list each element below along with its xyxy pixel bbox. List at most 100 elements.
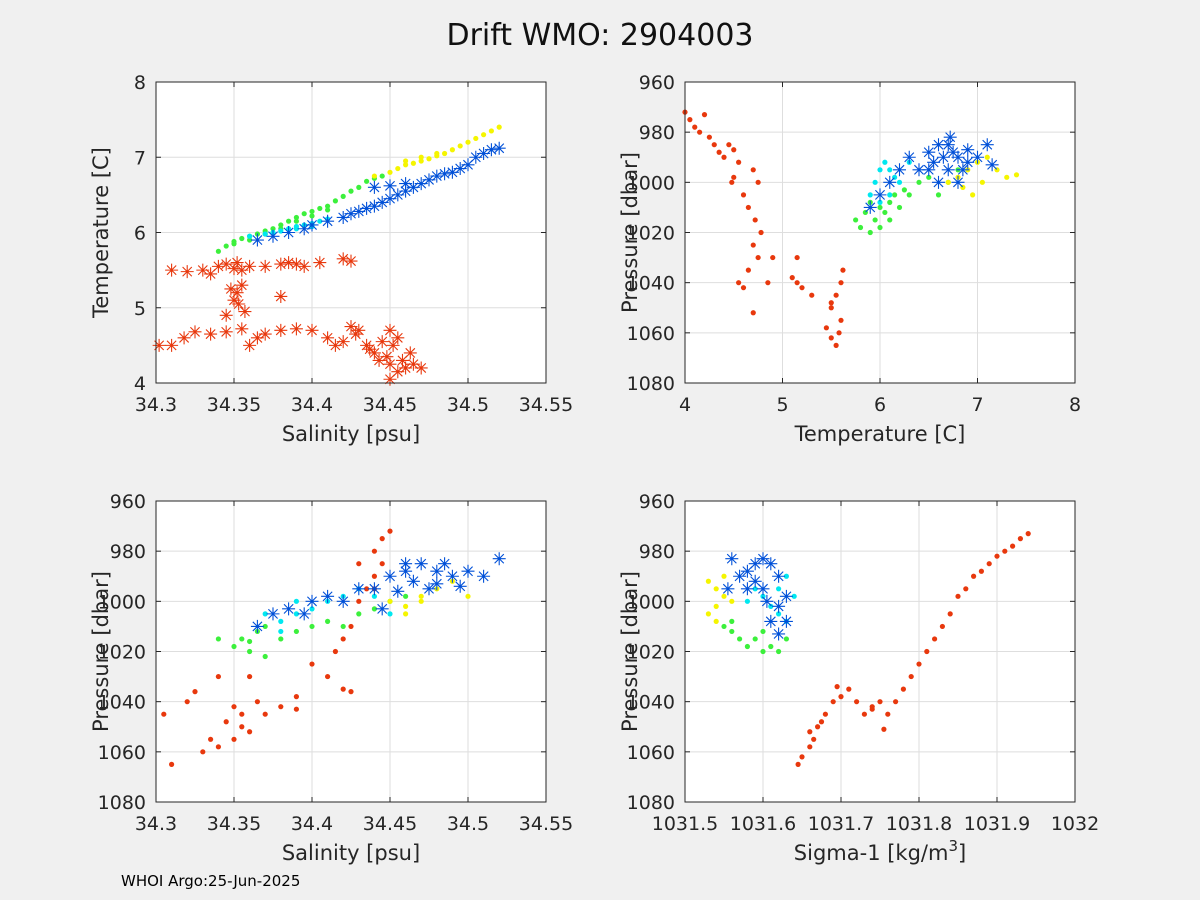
data-point (947, 611, 953, 617)
series-2 (215, 593, 409, 660)
data-point (383, 357, 397, 371)
figure-title: Drift WMO: 2904003 (446, 18, 754, 53)
data-point (418, 154, 424, 160)
data-point (1010, 543, 1016, 549)
data-point (332, 198, 338, 204)
data-point (247, 233, 253, 239)
data-point (336, 210, 350, 224)
data-point (461, 158, 475, 172)
data-point (293, 694, 299, 700)
data-point (481, 132, 487, 138)
x-tick-label: 1031.8 (886, 813, 952, 835)
data-point (219, 257, 233, 271)
data-point (776, 586, 782, 592)
data-point (235, 278, 249, 292)
data-point (348, 689, 354, 695)
series-3 (867, 159, 912, 205)
x-tick-label: 34.45 (363, 813, 417, 835)
x-tick-label: 1031.5 (652, 813, 718, 835)
data-point (266, 607, 280, 621)
data-point (811, 736, 817, 742)
data-point (313, 256, 327, 270)
data-point (235, 263, 249, 277)
data-point (293, 628, 299, 635)
series-1 (795, 531, 1031, 767)
data-point (340, 623, 346, 630)
data-point (927, 155, 941, 169)
y-tick-label: 1080 (627, 792, 675, 814)
data-point (356, 598, 362, 604)
data-point (223, 719, 229, 725)
data-point (414, 361, 428, 375)
data-point (352, 204, 366, 218)
data-point (364, 178, 370, 184)
data-point (379, 173, 385, 179)
data-point (772, 599, 786, 613)
data-point (445, 569, 459, 583)
data-point (293, 611, 299, 617)
x-tick-label: 34.3 (135, 813, 177, 835)
data-point (756, 582, 770, 596)
x-tick-label: 34.35 (207, 813, 261, 835)
data-point (906, 192, 912, 198)
data-point (414, 177, 428, 191)
data-point (760, 594, 774, 608)
series-5 (250, 552, 506, 633)
data-point (387, 611, 393, 617)
data-point (227, 293, 241, 307)
data-point (900, 686, 907, 692)
data-point (453, 162, 467, 176)
y-tick-label: 1040 (627, 273, 675, 295)
y-tick-label: 1040 (627, 692, 675, 714)
x-tick-label: 7 (971, 394, 983, 416)
data-point (943, 130, 957, 144)
x-axis-label: Sigma-1 [kg/m3] (794, 837, 966, 865)
data-point (309, 623, 315, 630)
x-tick-label: 1031.7 (808, 813, 874, 835)
data-point (418, 593, 424, 599)
data-point (783, 573, 790, 579)
data-point (258, 259, 272, 273)
data-point (379, 536, 385, 542)
data-point (916, 661, 922, 667)
data-point (833, 342, 839, 348)
data-point (1002, 548, 1008, 554)
data-point (922, 145, 936, 159)
data-point (278, 636, 284, 642)
data-point (893, 163, 906, 177)
data-point (180, 265, 194, 279)
data-point (297, 222, 311, 236)
data-point (477, 569, 491, 583)
data-point (737, 636, 743, 642)
data-point (896, 204, 903, 211)
data-point (367, 346, 381, 360)
data-point (371, 593, 377, 599)
data-point (758, 229, 764, 236)
data-point (238, 305, 252, 319)
data-point (278, 228, 284, 234)
data-point (791, 593, 797, 599)
data-point (716, 149, 722, 155)
series-1 (682, 109, 846, 348)
x-axis-label-end: ] (958, 841, 966, 865)
data-point (836, 330, 842, 336)
data-point (687, 117, 693, 123)
y-axis-label: Pressure [dbar] (618, 571, 642, 732)
data-point (936, 150, 950, 164)
data-point (391, 331, 405, 345)
data-point (939, 623, 946, 630)
data-point (321, 589, 335, 603)
data-point (379, 561, 385, 567)
data-point (885, 711, 891, 717)
data-point (372, 353, 386, 367)
data-point (297, 259, 311, 273)
data-point (932, 636, 938, 642)
data-point (282, 602, 296, 616)
data-point (951, 150, 965, 164)
data-point (861, 711, 868, 717)
data-point (321, 214, 335, 228)
data-point (360, 201, 374, 215)
data-point (744, 643, 751, 650)
series-5 (250, 141, 506, 247)
